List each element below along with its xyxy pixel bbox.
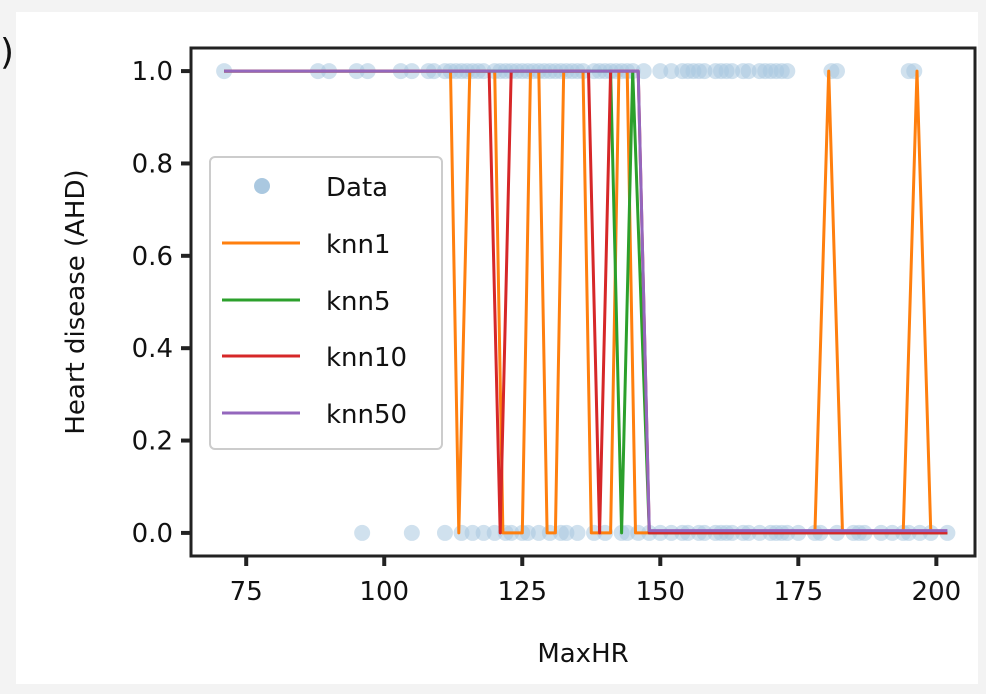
data-point: [663, 63, 680, 80]
x-tick-label: 200: [912, 577, 962, 607]
lines-layer: [224, 69, 948, 535]
chart: 0.0 0.2 0.4 0.6 0.8 1.0 75 100 125 150 175 200 Max…: [61, 46, 977, 669]
y-axis: 0.0 0.2 0.4 0.6 0.8 1.0: [132, 57, 191, 549]
plot-frame: [189, 46, 977, 558]
y-tick-label: 1.0: [132, 57, 173, 87]
data-point: [436, 524, 453, 541]
data-point: [530, 524, 547, 541]
x-tick-label: 125: [497, 577, 547, 607]
legend-box: [209, 156, 443, 450]
scatter-layer: [216, 63, 956, 541]
data-point: [828, 63, 845, 80]
legend-label-knn50: knn50: [326, 400, 407, 430]
chart-panel: 0.0 0.2 0.4 0.6 0.8 1.0 75 100 125 150 175 200 Max…: [16, 12, 978, 684]
data-point: [906, 63, 923, 80]
legend-label-knn10: knn10: [326, 343, 407, 373]
series-line-knn50: [224, 69, 948, 533]
data-point: [475, 524, 492, 541]
x-axis: 75 100 125 150 175 200: [230, 556, 962, 607]
y-axis-label: Heart disease (AHD): [61, 169, 91, 434]
x-tick-label: 150: [635, 577, 685, 607]
data-point: [740, 63, 757, 80]
x-tick-label: 100: [359, 577, 409, 607]
legend-label-knn5: knn5: [326, 287, 391, 317]
x-tick-label: 175: [774, 577, 824, 607]
data-point: [558, 524, 575, 541]
y-tick-label: 0.8: [132, 149, 173, 179]
y-tick-label: 0.4: [132, 334, 173, 364]
data-point: [464, 524, 481, 541]
legend-data-marker: [254, 178, 270, 194]
data-point: [779, 63, 796, 80]
legend-label-knn1: knn1: [326, 230, 391, 260]
legend: Data knn1 knn5 knn10 knn50: [209, 156, 443, 450]
legend-label-data: Data: [326, 173, 388, 203]
data-point: [724, 63, 741, 80]
data-point: [569, 524, 586, 541]
data-point: [696, 63, 713, 80]
y-tick-label: 0.0: [132, 519, 173, 549]
data-point: [403, 524, 420, 541]
y-tick-label: 0.6: [132, 242, 173, 272]
x-axis-label: MaxHR: [537, 639, 628, 669]
data-point: [354, 524, 371, 541]
y-tick-label: 0.2: [132, 427, 173, 457]
x-tick-label: 75: [230, 577, 263, 607]
data-point: [652, 63, 669, 80]
